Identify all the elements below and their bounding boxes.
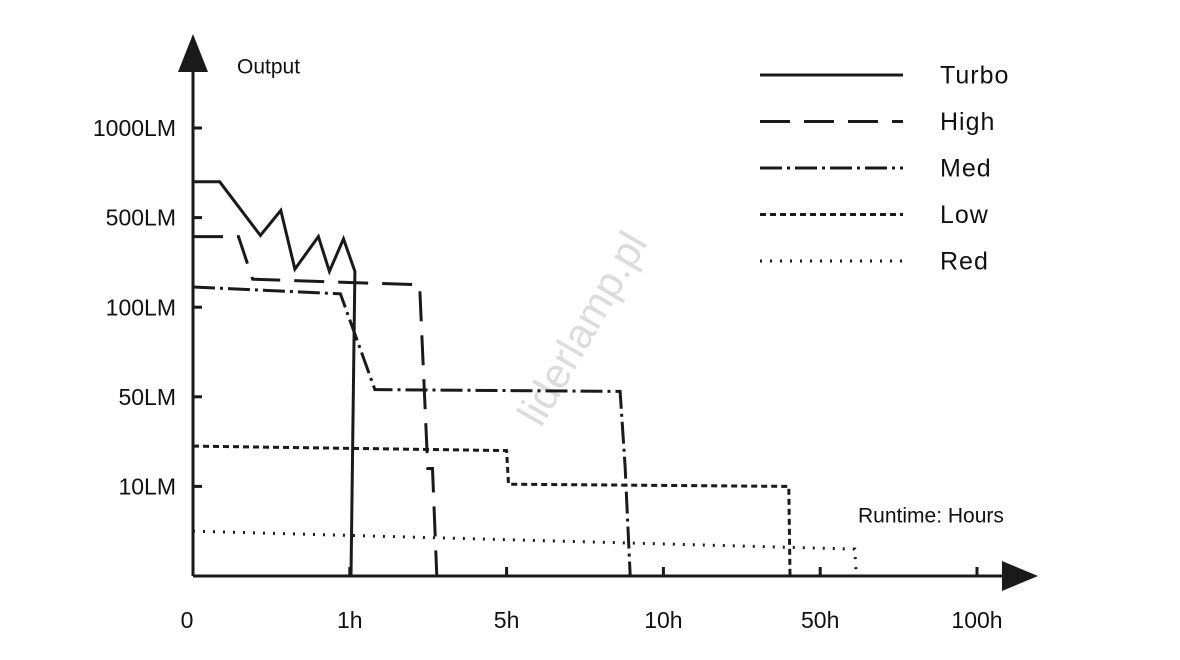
legend-label: Med xyxy=(940,155,992,183)
x-tick-label: 0 xyxy=(181,607,194,633)
y-tick-label: 100LM xyxy=(106,294,176,320)
y-axis-arrow xyxy=(178,34,208,72)
series-line xyxy=(192,529,858,577)
legend-label: Red xyxy=(940,248,989,276)
x-tick-label: 50h xyxy=(801,607,839,633)
x-axis-label: Runtime: Hours xyxy=(858,505,1004,528)
x-tick-label: 5h xyxy=(494,607,520,633)
series-line xyxy=(192,444,792,577)
x-tick-label: 1h xyxy=(337,607,363,633)
watermark: liderlamp.pl xyxy=(508,224,656,433)
y-tick-label: 1000LM xyxy=(93,115,176,141)
x-tick-label: 10h xyxy=(644,607,682,633)
y-tick-label: 500LM xyxy=(106,205,176,231)
series-line xyxy=(193,235,439,577)
legend-label: Turbo xyxy=(940,62,1009,90)
y-axis-label: Output xyxy=(237,56,300,79)
y-tick-label: 10LM xyxy=(118,473,176,499)
series-line xyxy=(193,180,357,577)
legend-label: Low xyxy=(940,201,989,229)
x-axis-arrow xyxy=(1002,561,1038,591)
legend-label: High xyxy=(940,108,995,136)
x-tick-label: 100h xyxy=(951,607,1002,633)
y-tick-label: 50LM xyxy=(118,384,176,410)
